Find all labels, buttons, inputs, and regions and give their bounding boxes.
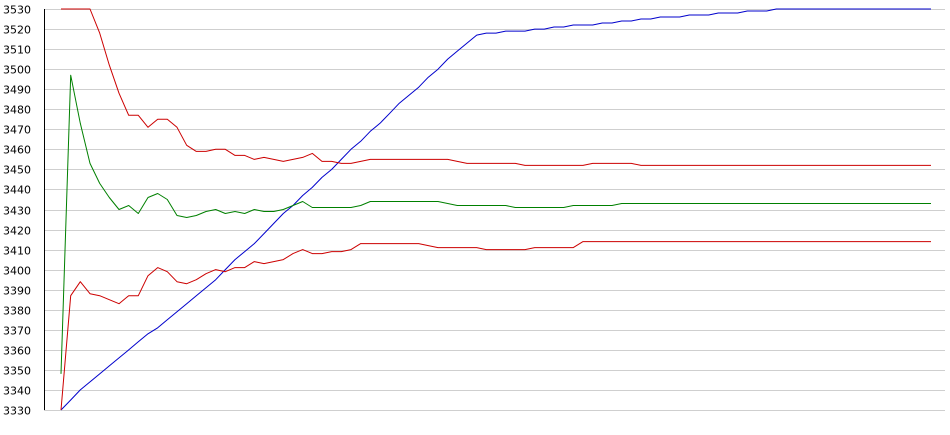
y-tick-label: 3450 (3, 164, 31, 177)
y-tick-label: 3480 (3, 104, 31, 117)
y-tick-label: 3510 (3, 44, 31, 57)
y-tick-label: 3530 (3, 4, 31, 17)
series-lines (60, 8, 931, 411)
y-tick-label: 3500 (3, 64, 31, 77)
y-tick-label: 3400 (3, 265, 31, 278)
y-tick-label: 3440 (3, 184, 31, 197)
y-tick-label: 3410 (3, 245, 31, 258)
y-tick-label: 3340 (3, 385, 31, 398)
y-tick-labels: 3330 3340 3350 3360 3370 3380 3390 3400 3410 3420… (3, 4, 31, 418)
y-tick-label: 3330 (3, 405, 31, 418)
y-tick-label: 3420 (3, 225, 31, 238)
gridlines (44, 9, 945, 411)
y-tick-label: 3350 (3, 365, 31, 378)
y-tick-label: 3520 (3, 24, 31, 37)
y-tick-label: 3370 (3, 325, 31, 338)
y-tick-label: 3430 (3, 205, 31, 218)
series-line-3 (60, 74, 931, 374)
series-line-1 (60, 8, 931, 411)
y-tick-label: 3460 (3, 144, 31, 157)
y-tick-label: 3380 (3, 305, 31, 318)
series-line-4 (60, 241, 931, 411)
y-tick-label: 3490 (3, 84, 31, 97)
y-tick-label: 3470 (3, 124, 31, 137)
y-tick-label: 3390 (3, 285, 31, 298)
series-line-2 (61, 8, 931, 166)
y-tick-label: 3360 (3, 345, 31, 358)
